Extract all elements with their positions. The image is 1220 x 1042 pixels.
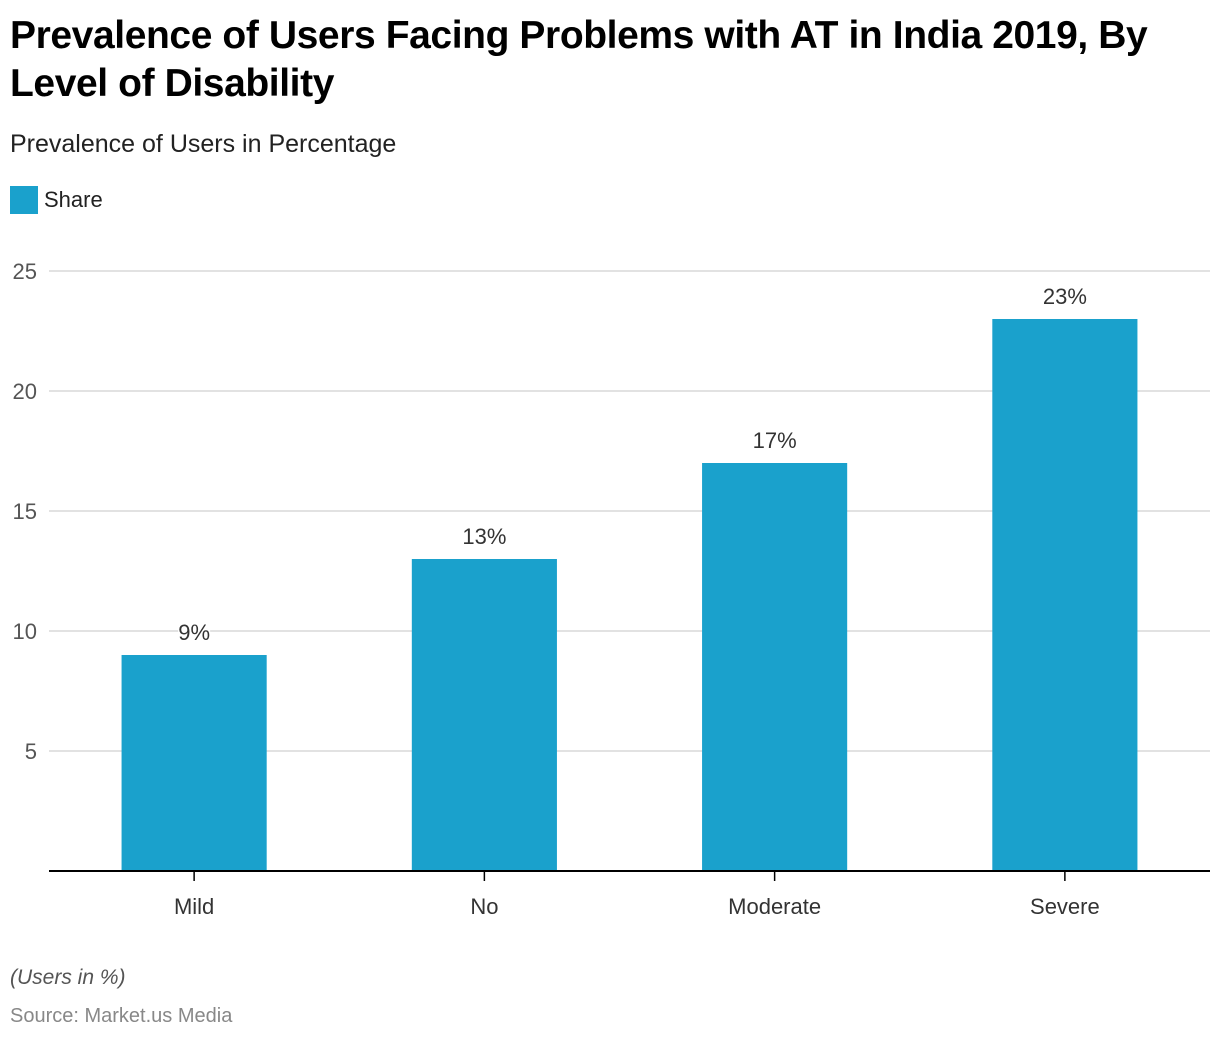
y-tick-label-10: 10 <box>13 619 37 644</box>
x-tick-label-moderate: Moderate <box>728 894 821 919</box>
y-tick-label-15: 15 <box>13 499 37 524</box>
chart-note: (Users in %) <box>10 966 126 989</box>
x-tick-label-no: No <box>470 894 498 919</box>
y-tick-label-25: 25 <box>13 259 37 284</box>
chart-title: Prevalence of Users Facing Problems with… <box>10 14 1148 105</box>
data-label-bg-mild <box>178 619 211 645</box>
bar-moderate <box>702 463 848 871</box>
bar-severe <box>992 319 1138 871</box>
data-label-no: 13% <box>462 524 506 549</box>
x-tick-label-mild: Mild <box>174 894 214 919</box>
y-tick-label-5: 5 <box>25 739 37 764</box>
data-label-mild: 9% <box>178 620 210 645</box>
legend-swatch-share <box>10 186 38 214</box>
data-label-severe: 23% <box>1043 284 1087 309</box>
x-axis-ticks: Mild No Moderate Severe <box>174 871 1100 919</box>
legend-label-share: Share <box>44 187 103 212</box>
y-axis-ticks: 5 10 15 20 25 <box>13 259 37 764</box>
legend: Share <box>10 186 103 214</box>
x-tick-label-severe: Severe <box>1030 894 1100 919</box>
y-tick-label-20: 20 <box>13 379 37 404</box>
data-label-bg-severe <box>1042 283 1087 309</box>
bar-no <box>411 559 557 871</box>
bars <box>121 319 1138 871</box>
chart-source: Source: Market.us Media <box>10 1005 233 1027</box>
data-label-moderate: 17% <box>753 428 797 453</box>
data-label-bg-moderate <box>752 427 797 453</box>
data-labels: 9% 13% 17% 23% <box>178 283 1087 645</box>
data-label-bg-no <box>462 523 507 549</box>
chart-subtitle: Prevalence of Users in Percentage <box>10 130 397 158</box>
bar-mild <box>121 655 267 871</box>
